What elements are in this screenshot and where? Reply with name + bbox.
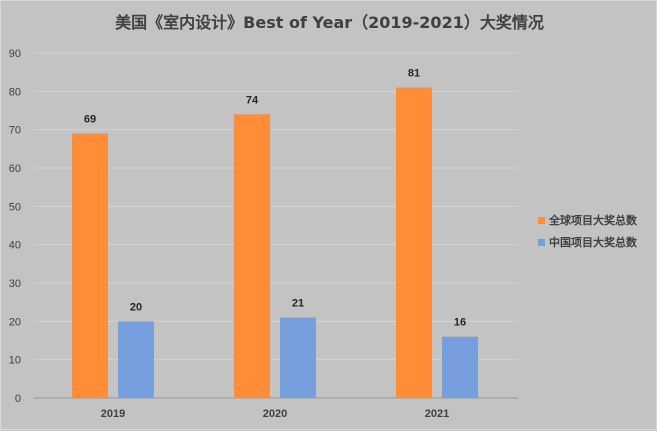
bar bbox=[234, 114, 270, 398]
bar bbox=[118, 321, 154, 398]
legend-item: 全球项目大奖总数 bbox=[538, 209, 637, 231]
data-label: 74 bbox=[246, 94, 259, 106]
chart-title: 美国《室内设计》Best of Year（2019-2021）大奖情况 bbox=[115, 13, 544, 32]
legend-item: 中国项目大奖总数 bbox=[538, 231, 637, 253]
y-tick-label: 20 bbox=[9, 316, 21, 328]
x-tick-label: 2019 bbox=[101, 408, 125, 420]
bar bbox=[280, 317, 316, 398]
legend-label: 全球项目大奖总数 bbox=[549, 214, 637, 227]
legend-swatch bbox=[538, 216, 545, 224]
y-tick-label: 60 bbox=[9, 163, 21, 175]
x-tick-label: 2021 bbox=[425, 408, 449, 420]
x-tick-label: 2020 bbox=[263, 408, 287, 420]
legend-swatch bbox=[538, 238, 545, 246]
bar bbox=[396, 87, 432, 398]
y-tick-label: 80 bbox=[9, 86, 21, 98]
y-tick-label: 0 bbox=[15, 393, 21, 405]
data-label: 20 bbox=[130, 301, 142, 313]
y-tick-label: 40 bbox=[9, 240, 21, 252]
y-tick-label: 10 bbox=[9, 355, 21, 367]
y-tick-label: 70 bbox=[9, 125, 21, 137]
y-tick-label: 50 bbox=[9, 201, 21, 213]
y-tick-label: 90 bbox=[9, 48, 21, 60]
bar bbox=[72, 133, 108, 398]
legend-label: 中国项目大奖总数 bbox=[549, 236, 637, 249]
data-label: 81 bbox=[408, 68, 420, 80]
data-label: 16 bbox=[454, 317, 466, 329]
data-label: 21 bbox=[292, 298, 304, 310]
bar bbox=[442, 336, 478, 398]
data-label: 69 bbox=[84, 114, 96, 126]
chart-legend: 全球项目大奖总数 中国项目大奖总数 bbox=[538, 209, 637, 253]
y-tick-label: 30 bbox=[9, 278, 21, 290]
